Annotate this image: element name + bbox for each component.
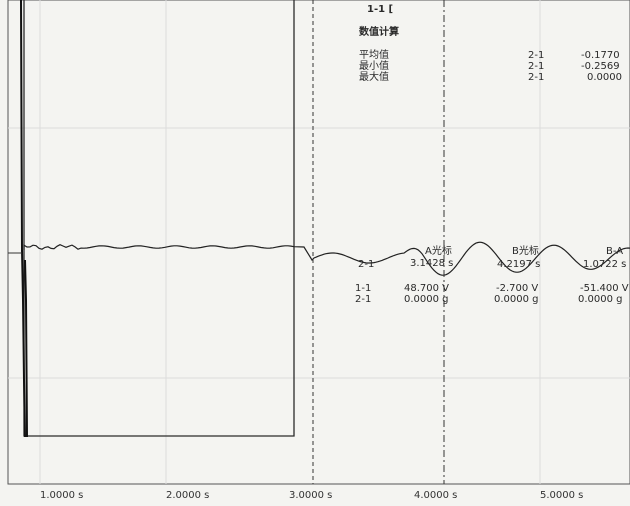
stats-value-max: 0.0000 (587, 72, 622, 83)
x-tick-2: 2.0000 s (166, 490, 210, 501)
channel-1-1-spike (20, 0, 29, 437)
cursor-delta-time: 1.0722 s (583, 259, 627, 270)
readout-row-1-a: 48.700 V (404, 283, 450, 294)
cursor-b-label: B光标 (512, 246, 539, 257)
plot-frame (7, 0, 630, 485)
readout-row-1-b: -2.700 V (496, 283, 539, 294)
readout-row-1-channel: 1-1 (355, 283, 372, 294)
readout-row-2-channel: 2-1 (355, 294, 372, 305)
stats-value-mean: -0.1770 (581, 50, 620, 61)
stats-label-mean: 平均值 (359, 50, 389, 61)
trace-tag: 2-1 (358, 259, 375, 270)
stats-title: 数值计算 (359, 27, 399, 38)
channel-1-1-trace (23, 0, 295, 437)
stats-channel-header: 1-1 [ (367, 4, 394, 15)
x-tick-3: 3.0000 s (289, 490, 333, 501)
stats-label-min: 最小值 (359, 61, 389, 72)
stats-label-max: 最大值 (359, 72, 389, 83)
x-tick-4: 4.0000 s (414, 490, 458, 501)
stats-channel-min: 2-1 (528, 61, 545, 72)
stats-channel-mean: 2-1 (528, 50, 545, 61)
channel-2-1-trace (23, 241, 630, 276)
stats-channel-max: 2-1 (528, 72, 545, 83)
readout-row-2-b: 0.0000 g (494, 294, 539, 305)
cursor-b-time: 4.2197 s (497, 259, 541, 270)
stats-value-min: -0.2569 (581, 61, 620, 72)
cursor-a-label: A光标 (425, 246, 452, 257)
cursor-delta-label: B-A (606, 246, 624, 257)
grid (8, 0, 630, 484)
cursor-a-time: 3.1428 s (410, 258, 454, 269)
readout-row-2-delta: 0.0000 g (578, 294, 623, 305)
readout-row-1-delta: -51.400 V (580, 283, 629, 294)
readout-row-2-a: 0.0000 g (404, 294, 449, 305)
x-tick-5: 5.0000 s (540, 490, 584, 501)
x-tick-1: 1.0000 s (40, 490, 84, 501)
